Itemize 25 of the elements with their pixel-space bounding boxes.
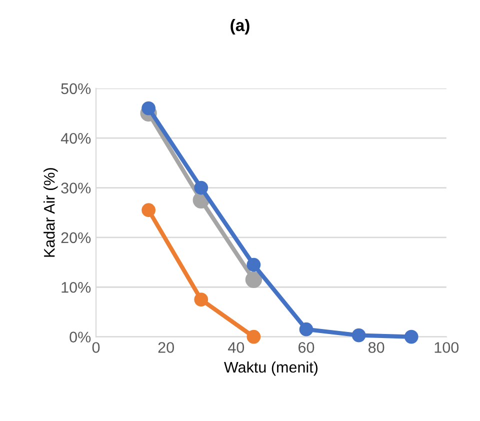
point (194, 180, 208, 195)
x-axis-title: Waktu (menit) (224, 361, 318, 376)
point (299, 322, 314, 336)
point (142, 203, 156, 218)
y-tick-label: 10% (62, 282, 91, 293)
y-tick-label: 50% (61, 83, 91, 94)
point (245, 271, 262, 288)
x-tick-label: 100 (434, 342, 459, 353)
point (246, 330, 261, 344)
x-tick-label: 0 (92, 342, 100, 353)
x-tick-label: 40 (228, 342, 244, 353)
y-tick-label: 20% (61, 232, 91, 244)
y-axis-title: Kadar Air (%) (44, 168, 58, 257)
y-tick-label: 0% (70, 332, 91, 342)
x-tick-label: 60 (298, 342, 314, 353)
point (246, 258, 261, 272)
point (142, 101, 156, 116)
y-tick-label: 30% (61, 182, 91, 194)
chart-title: (a) (230, 18, 250, 34)
point (352, 328, 366, 342)
point (194, 292, 208, 306)
x-tick-label: 80 (368, 342, 384, 353)
x-tick-label: 20 (158, 342, 174, 353)
point (404, 330, 418, 344)
y-tick-label: 40% (60, 132, 91, 144)
